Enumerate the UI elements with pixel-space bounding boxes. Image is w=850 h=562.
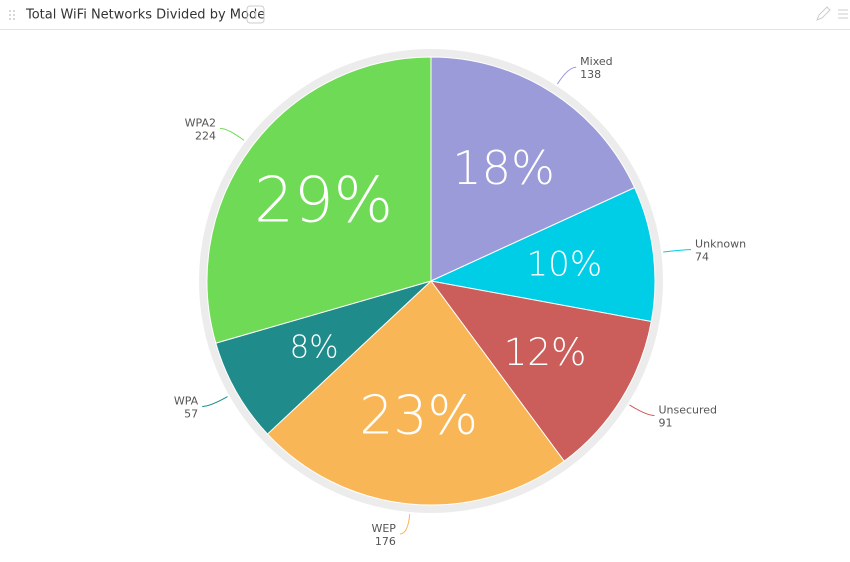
leader-line bbox=[399, 513, 411, 535]
value-label: 57 bbox=[184, 407, 198, 420]
drag-handle[interactable] bbox=[9, 10, 15, 20]
pie-slice bbox=[429, 280, 652, 462]
leader-line bbox=[202, 396, 228, 407]
pie-slice bbox=[266, 280, 565, 506]
value-label: 224 bbox=[195, 129, 216, 142]
leader-line bbox=[219, 127, 245, 141]
percent-label: 23% bbox=[359, 383, 478, 446]
value-label: 74 bbox=[695, 251, 709, 264]
category-label: Unknown bbox=[695, 238, 746, 251]
pie-slice bbox=[206, 56, 432, 344]
value-label: 138 bbox=[580, 68, 601, 81]
percent-label: 12% bbox=[504, 330, 587, 374]
percent-label: 8% bbox=[290, 329, 339, 365]
pie-slice bbox=[430, 56, 636, 282]
category-label: Unsecured bbox=[658, 404, 717, 417]
percent-label: 18% bbox=[452, 141, 555, 195]
leader-line bbox=[556, 66, 577, 85]
pie-slice bbox=[215, 280, 432, 435]
percent-label: 10% bbox=[527, 244, 603, 284]
category-label: WPA bbox=[174, 394, 199, 407]
pie-slice bbox=[429, 186, 656, 323]
leader-line bbox=[629, 404, 655, 417]
value-label: 176 bbox=[375, 535, 396, 548]
category-label: WPA2 bbox=[185, 116, 216, 129]
category-label: Mixed bbox=[580, 55, 612, 68]
leader-line bbox=[663, 249, 692, 253]
chart-title: Total WiFi Networks Divided by Mode bbox=[25, 8, 265, 23]
info-button[interactable] bbox=[246, 5, 265, 24]
percent-label: 29% bbox=[254, 164, 393, 237]
value-label: 91 bbox=[658, 417, 672, 430]
menu-icon[interactable] bbox=[838, 9, 848, 19]
edit-icon[interactable] bbox=[816, 6, 831, 21]
header-bar bbox=[0, 0, 850, 30]
category-label: WEP bbox=[371, 522, 396, 535]
